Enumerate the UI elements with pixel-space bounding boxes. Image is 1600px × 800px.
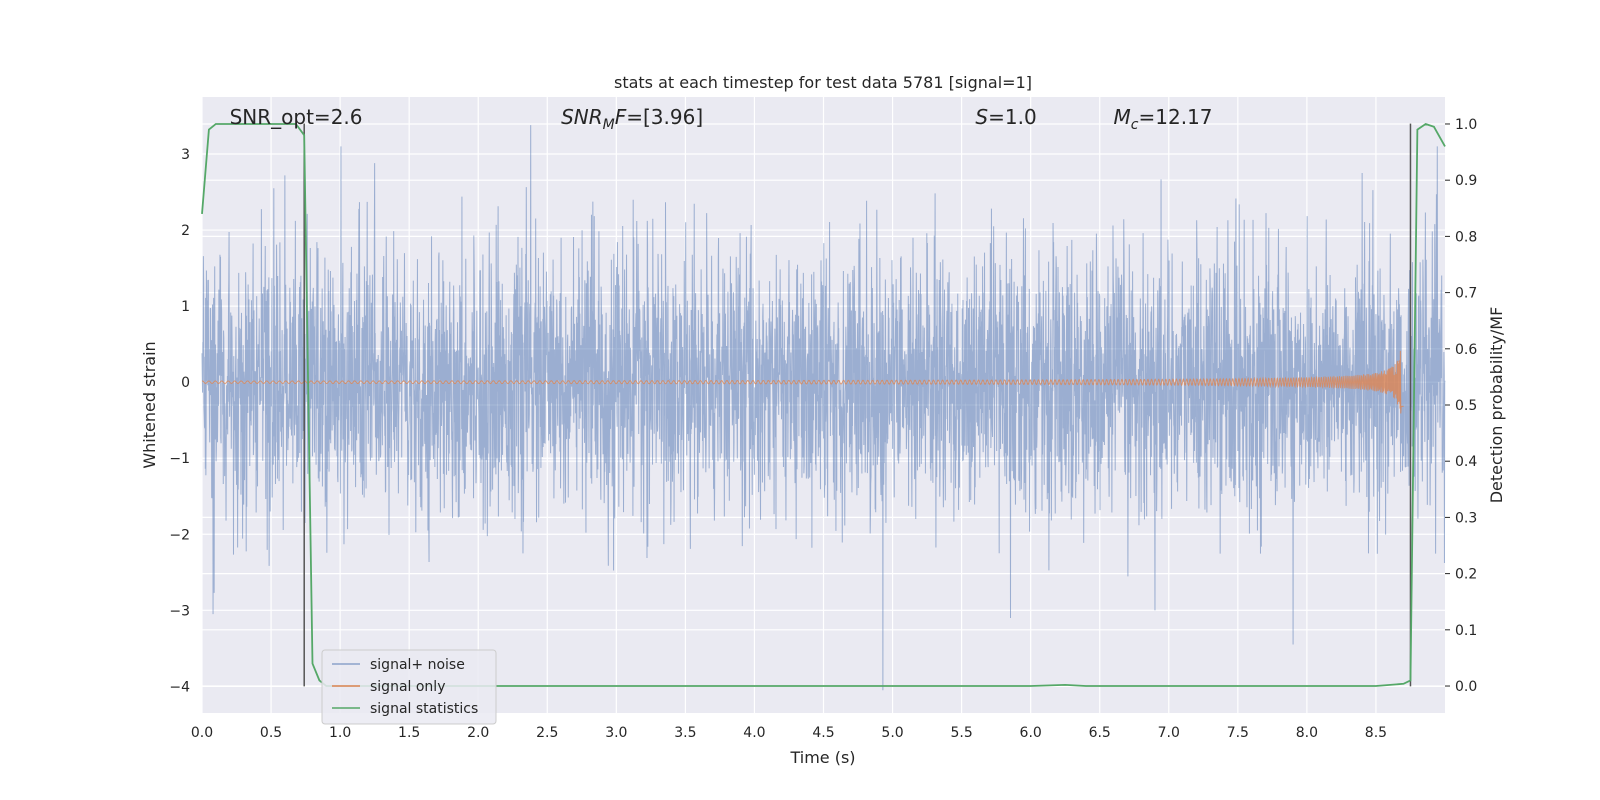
x-tick-label: 6.5 <box>1089 725 1111 741</box>
y2-axis-label: Detection probability/MF <box>1487 307 1506 504</box>
annotation-0: SNR_opt=2.6 <box>230 105 363 129</box>
y2-tick-label: 0.4 <box>1455 454 1477 470</box>
x-tick-label: 3.5 <box>674 725 696 741</box>
signal-noise-series <box>201 125 1446 691</box>
legend-label-signal: signal only <box>370 679 445 695</box>
x-tick-label: 2.5 <box>536 725 558 741</box>
vertical-markers <box>303 123 1412 687</box>
y-tick-label: 1 <box>181 299 190 315</box>
y2-tick-label: 1.0 <box>1455 117 1477 133</box>
x-axis-label: Time (s) <box>789 748 855 767</box>
annotations: SNR_opt=2.6 SNRMF=[3.96] S=1.0 Mc=12.17 <box>230 105 1213 133</box>
y2-tick-label: 0.2 <box>1455 567 1477 583</box>
y-tick-label: 3 <box>181 147 190 163</box>
legend-label-noise: signal+ noise <box>370 657 465 673</box>
y2-tick-label: 0.8 <box>1455 229 1477 245</box>
y2-tick-label: 0.9 <box>1455 173 1477 189</box>
y2-tick-label: 0.5 <box>1455 398 1477 414</box>
legend: signal+ noise signal only signal statist… <box>321 649 497 725</box>
y-tick-label: −2 <box>169 527 190 543</box>
x-tick-label: 5.0 <box>881 725 903 741</box>
legend-label-stats: signal statistics <box>370 701 478 717</box>
x-tick-label: 7.0 <box>1158 725 1180 741</box>
y-tick-label: −1 <box>169 451 190 467</box>
x-tick-label: 5.5 <box>950 725 972 741</box>
chart-title: stats at each timestep for test data 578… <box>614 73 1032 92</box>
y2-tick-label: 0.6 <box>1455 342 1477 358</box>
x-tick-label: 6.0 <box>1020 725 1042 741</box>
x-tick-label: 4.5 <box>812 725 834 741</box>
y-tick-label: 0 <box>181 375 190 391</box>
y-axis-ticks: 3 2 1 0 −1 −2 −3 −4 <box>169 147 190 695</box>
x-tick-label: 8.5 <box>1365 725 1387 741</box>
x-tick-label: 1.5 <box>398 725 420 741</box>
y2-tick-label: 0.0 <box>1455 679 1477 695</box>
x-tick-label: 0.5 <box>260 725 282 741</box>
signal-statistics-line <box>201 122 1446 687</box>
y-tick-label: −4 <box>169 679 190 695</box>
signal-only-line <box>201 350 1404 414</box>
x-tick-label: 2.0 <box>467 725 489 741</box>
y2-axis-ticks: 1.0 0.9 0.8 0.7 0.6 0.5 0.4 0.3 0.2 0.1 0.0 <box>1445 117 1477 695</box>
annotation-3: Mc=12.17 <box>1114 105 1213 133</box>
y2-tick-label: 0.1 <box>1455 623 1477 639</box>
x-tick-label: 7.5 <box>1227 725 1249 741</box>
x-tick-label: 3.0 <box>605 725 627 741</box>
signal-only-series <box>201 350 1404 414</box>
x-axis-ticks: 0.0 0.5 1.0 1.5 2.0 2.5 3.0 3.5 4.0 4.5 5.0 5.5 6.0 6… <box>191 725 1387 741</box>
y-tick-label: 2 <box>181 223 190 239</box>
y-tick-label: −3 <box>169 603 190 619</box>
signal-statistics-series <box>201 122 1446 687</box>
x-tick-label: 0.0 <box>191 725 213 741</box>
legend-box <box>321 649 497 725</box>
annotation-2: S=1.0 <box>975 105 1036 129</box>
y-axis-label: Whitened strain <box>140 341 159 468</box>
y2-tick-label: 0.7 <box>1455 286 1477 302</box>
x-tick-label: 8.0 <box>1296 725 1318 741</box>
x-tick-label: 1.0 <box>329 725 351 741</box>
annotation-1: SNRMF=[3.96] <box>561 105 703 133</box>
signal-noise-line <box>201 125 1446 691</box>
y2-tick-label: 0.3 <box>1455 510 1477 526</box>
x-tick-label: 4.0 <box>743 725 765 741</box>
